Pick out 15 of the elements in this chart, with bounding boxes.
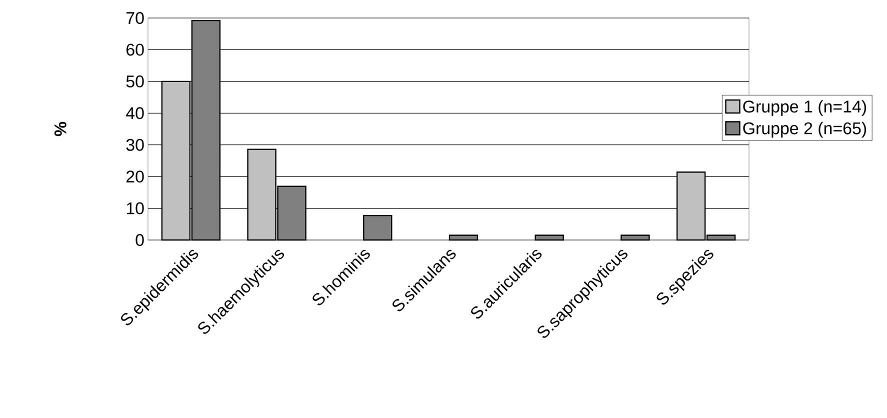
y-tick-label: 20 bbox=[126, 170, 144, 183]
y-tick-label: 70 bbox=[126, 12, 144, 24]
legend-label: Gruppe 2 (n=65) bbox=[743, 122, 866, 138]
bar bbox=[448, 234, 478, 241]
y-tick-label: 60 bbox=[126, 44, 144, 56]
bar bbox=[534, 234, 564, 241]
bar bbox=[620, 234, 650, 241]
y-tick-label: 50 bbox=[126, 75, 144, 88]
legend-label: Gruppe 1 (n=14) bbox=[743, 100, 866, 116]
y-tick-label: 40 bbox=[126, 107, 144, 120]
y-tick-label: 10 bbox=[126, 202, 144, 214]
y-tick-label: 0 bbox=[136, 234, 144, 246]
y-tick-label: 30 bbox=[126, 138, 144, 151]
y-axis-title: % bbox=[54, 122, 66, 136]
bar bbox=[363, 214, 392, 241]
